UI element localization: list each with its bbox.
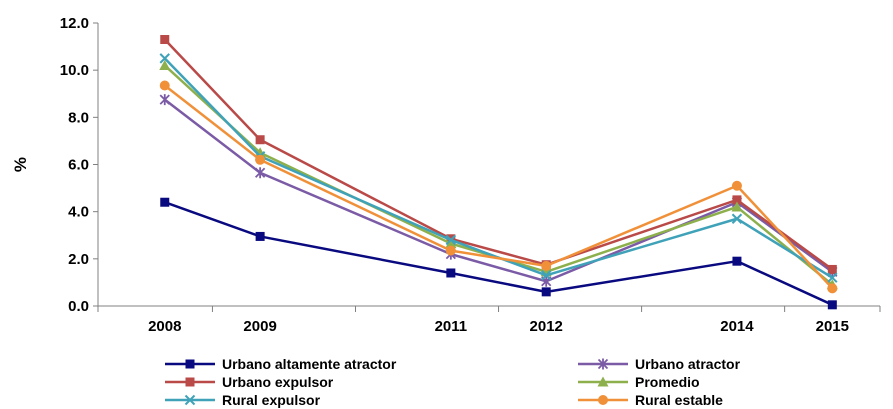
data-point: [827, 264, 837, 274]
data-point: [732, 256, 742, 266]
legend-label: Urbano altamente atractor: [222, 356, 397, 372]
legend: Urbano altamente atractor Urbano atractor…: [165, 356, 741, 408]
legend-marker: [185, 377, 195, 387]
y-tick-label: 2.0: [68, 251, 89, 268]
data-point: [731, 201, 743, 212]
legend-marker: [598, 395, 608, 405]
legend-marker: [185, 359, 195, 369]
legend-marker: [184, 394, 196, 406]
y-axis-title: %: [11, 157, 30, 172]
y-axis-ticks: 0.0 2.0 4.0 6.0 8.0 10.0 12.0: [60, 15, 98, 315]
series-4: [159, 53, 838, 283]
y-tick-label: 10.0: [60, 62, 89, 79]
legend-item: Rural expulsor: [165, 392, 321, 408]
data-point: [446, 268, 456, 278]
series-line: [164, 201, 833, 306]
data-point: [541, 287, 551, 297]
legend-label: Urbano expulsor: [222, 374, 334, 390]
series-line: [163, 98, 834, 283]
y-tick-label: 0.0: [68, 298, 89, 315]
data-point: [159, 80, 170, 91]
legend-item: Promedio: [578, 374, 700, 390]
data-point: [731, 180, 742, 191]
x-tick-label: 2014: [720, 318, 754, 335]
series-line: [163, 38, 834, 271]
data-point: [827, 283, 838, 294]
data-point: [254, 167, 266, 179]
data-point: [160, 197, 170, 207]
y-tick-label: 8.0: [68, 109, 89, 126]
data-point: [731, 213, 743, 224]
series-0: [160, 197, 837, 310]
legend-marker: [597, 376, 609, 387]
x-tick-label: 2011: [435, 318, 468, 335]
series-group: [159, 35, 838, 310]
legend-label: Urbano atractor: [635, 356, 741, 372]
series-line: [163, 84, 834, 290]
data-point: [827, 300, 837, 310]
data-point: [445, 234, 457, 246]
x-tick-label: 2008: [148, 318, 181, 335]
x-axis-ticks: 2008 2009 2011 2012 2014 2015: [97, 306, 881, 335]
y-tick-label: 6.0: [68, 157, 89, 174]
data-point: [541, 260, 552, 271]
x-tick-label: 2009: [243, 318, 276, 335]
data-point: [445, 238, 457, 249]
x-tick-label: 2012: [530, 318, 563, 335]
data-point: [255, 154, 266, 165]
data-point: [159, 53, 170, 64]
data-point: [732, 195, 742, 205]
series-line: [163, 57, 833, 279]
data-point: [541, 270, 552, 281]
legend-item: Urbano altamente atractor: [165, 356, 397, 372]
series-5: [159, 80, 838, 294]
x-tick-label: 2015: [816, 318, 849, 335]
data-point: [159, 94, 170, 106]
legend-label: Promedio: [635, 374, 700, 390]
legend-item: Rural estable: [578, 392, 723, 408]
data-point: [159, 59, 171, 70]
data-point: [255, 135, 265, 145]
legend-item: Urbano expulsor: [165, 374, 334, 390]
legend-marker: [597, 358, 609, 370]
y-tick-label: 4.0: [68, 204, 89, 221]
y-tick-label: 12.0: [60, 15, 89, 32]
legend-item: Urbano atractor: [578, 356, 741, 372]
data-point: [445, 245, 456, 256]
axes: [97, 23, 880, 307]
legend-label: Rural estable: [635, 392, 723, 408]
legend-label: Rural expulsor: [222, 392, 321, 408]
data-point: [827, 272, 838, 283]
data-point: [160, 35, 170, 45]
data-point: [255, 231, 265, 241]
